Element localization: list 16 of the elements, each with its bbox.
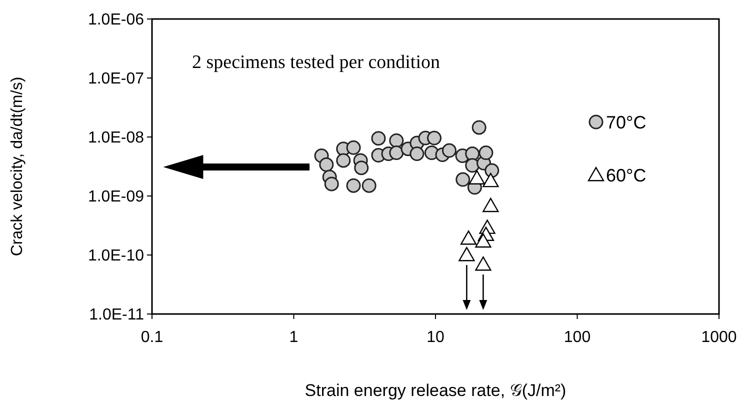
legend-label: 70°C xyxy=(606,112,646,132)
annotation: 2 specimens tested per condition xyxy=(192,52,440,73)
x-axis-title: Strain energy release rate, 𝒢(J/m²) xyxy=(304,381,566,400)
x-tick-label: 1 xyxy=(289,329,298,346)
x-tick-label: 100 xyxy=(564,329,591,346)
y-axis-title: Crack velocity, da/dt(m/s) xyxy=(9,76,26,256)
y-tick-label: 1.0E-06 xyxy=(88,12,144,29)
x-tick-label: 10 xyxy=(426,329,444,346)
y-tick-label: 1.0E-09 xyxy=(88,188,144,206)
y-tick-label: 1.0E-10 xyxy=(88,248,144,265)
x-tick-label: 0.1 xyxy=(140,329,164,346)
legend-label: 60°C xyxy=(606,165,646,186)
y-tick-label: 1.0E-08 xyxy=(88,130,144,147)
y-tick-label: 1.0E-07 xyxy=(88,70,144,88)
x-tick-label: 1000 xyxy=(701,329,737,346)
y-tick-label: 1.0E-11 xyxy=(89,306,144,324)
